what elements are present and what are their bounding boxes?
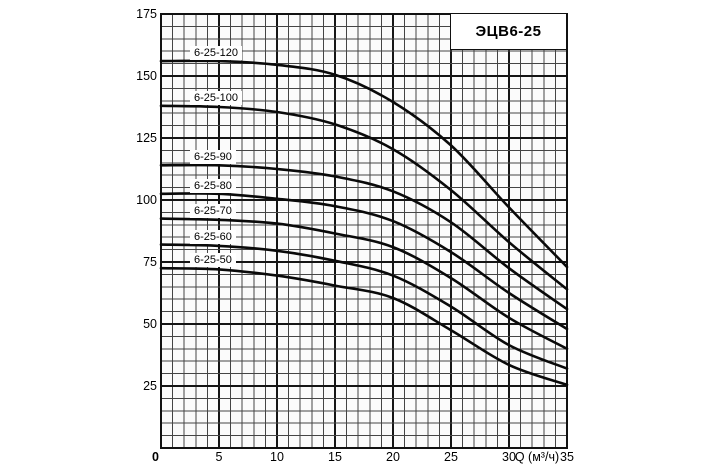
curve-label-6-25-60: 6-25-60: [190, 229, 236, 244]
y-tick-75: 75: [143, 255, 157, 269]
curve-label-6-25-90: 6-25-90: [190, 150, 236, 165]
curve-6-25-50: [159, 266, 569, 387]
curve-label-6-25-70: 6-25-70: [190, 203, 236, 218]
y-tick-100: 100: [136, 193, 157, 207]
x-tick-35: 35: [560, 450, 574, 464]
chart-title-box: ЭЦВ6-25: [450, 13, 567, 50]
curve-label-6-25-50: 6-25-50: [190, 253, 236, 268]
x-tick-20: 20: [386, 450, 400, 464]
curve-label-6-25-100: 6-25-100: [190, 90, 243, 105]
chart-title: ЭЦВ6-25: [475, 23, 542, 40]
curve-label-6-25-80: 6-25-80: [190, 178, 236, 193]
curve-label-6-25-120: 6-25-120: [190, 46, 243, 61]
curve-6-25-120: [159, 59, 569, 269]
y-tick-175: 175: [136, 7, 157, 21]
x-tick-5: 5: [215, 450, 223, 464]
x-tick-10: 10: [270, 450, 284, 464]
origin-tick-0: 0: [152, 450, 159, 464]
curve-6-25-90: [159, 163, 569, 311]
x-tick-15: 15: [328, 450, 342, 464]
x-axis-unit-label: Q (м³/ч): [514, 450, 560, 464]
curve-6-25-80: [159, 192, 569, 331]
y-tick-25: 25: [143, 379, 157, 393]
y-tick-50: 50: [143, 317, 157, 331]
curve-6-25-70: [159, 217, 569, 351]
curve-6-25-60: [159, 243, 569, 370]
y-tick-150: 150: [136, 69, 157, 83]
plot-border: [160, 13, 568, 449]
x-tick-30: 30: [502, 450, 516, 464]
x-tick-25: 25: [444, 450, 458, 464]
y-tick-125: 125: [136, 131, 157, 145]
curve-6-25-100: [159, 104, 569, 291]
